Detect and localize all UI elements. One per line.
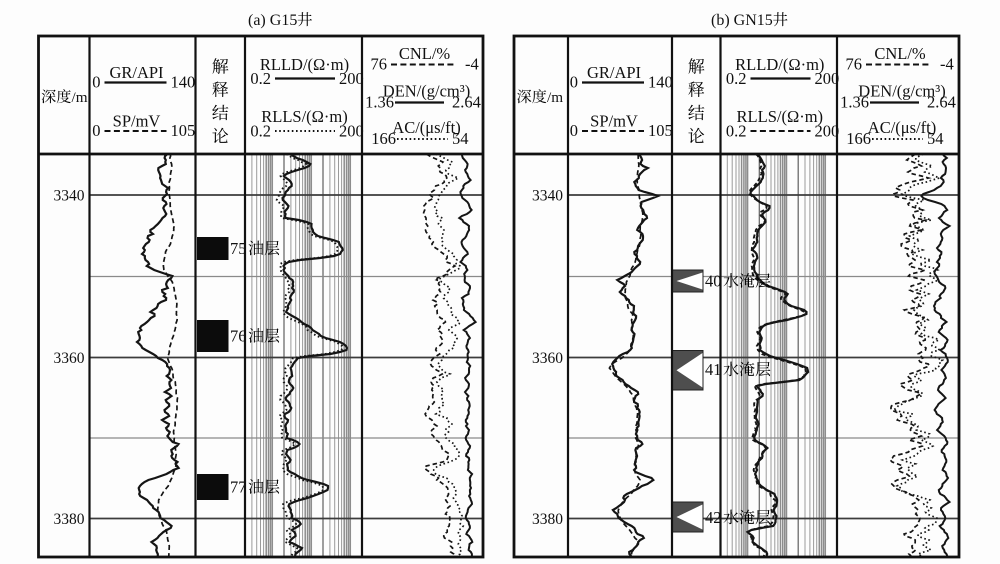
svg-text:(b) GN15: (b) GN15 <box>711 12 773 29</box>
svg-text:(a) G15: (a) G15 <box>248 12 297 29</box>
svg-text:140: 140 <box>648 73 673 92</box>
svg-text:40: 40 <box>705 272 722 291</box>
svg-text:0: 0 <box>92 73 100 92</box>
svg-text:RLLD/(Ω·m): RLLD/(Ω·m) <box>260 55 349 74</box>
svg-text:0: 0 <box>92 121 100 140</box>
svg-text:2.64: 2.64 <box>452 93 481 112</box>
svg-text:/m: /m <box>72 89 88 106</box>
svg-text:77: 77 <box>230 478 247 497</box>
svg-text:0.2: 0.2 <box>250 122 271 141</box>
svg-text:54: 54 <box>452 129 469 148</box>
svg-text:0.2: 0.2 <box>726 69 747 88</box>
svg-text:105: 105 <box>648 121 673 140</box>
svg-text:-4: -4 <box>940 55 954 74</box>
svg-text:3360: 3360 <box>54 350 85 367</box>
svg-text:3340: 3340 <box>532 188 563 205</box>
svg-text:0: 0 <box>570 73 578 92</box>
svg-text:76: 76 <box>230 327 247 346</box>
svg-text:DEN/(g/cm³): DEN/(g/cm³) <box>383 82 470 101</box>
svg-text:CNL/%: CNL/% <box>874 44 926 63</box>
svg-text:3340: 3340 <box>54 188 85 205</box>
svg-text:76: 76 <box>371 55 388 74</box>
svg-text:0: 0 <box>570 121 578 140</box>
svg-text:DEN/(g/cm³): DEN/(g/cm³) <box>858 82 945 101</box>
svg-text:SP/mV: SP/mV <box>113 112 161 131</box>
svg-text:/m: /m <box>547 89 563 106</box>
svg-text:0.2: 0.2 <box>250 69 271 88</box>
svg-text:GR/API: GR/API <box>587 63 641 82</box>
svg-text:CNL/%: CNL/% <box>399 44 451 63</box>
svg-text:-4: -4 <box>465 55 479 74</box>
svg-text:RLLS/(Ω·m): RLLS/(Ω·m) <box>737 107 824 126</box>
svg-text:200: 200 <box>339 122 364 141</box>
svg-text:200: 200 <box>339 69 364 88</box>
svg-text:3380: 3380 <box>532 511 563 528</box>
svg-text:41: 41 <box>705 360 722 379</box>
svg-text:SP/mV: SP/mV <box>590 112 638 131</box>
svg-text:1.36: 1.36 <box>840 93 869 112</box>
svg-text:166: 166 <box>846 129 871 148</box>
svg-text:2.64: 2.64 <box>927 93 956 112</box>
svg-text:3380: 3380 <box>54 511 85 528</box>
svg-text:105: 105 <box>171 121 196 140</box>
svg-text:54: 54 <box>927 129 944 148</box>
svg-text:GR/API: GR/API <box>109 63 163 82</box>
svg-text:RLLS/(Ω·m): RLLS/(Ω·m) <box>261 107 348 126</box>
svg-text:200: 200 <box>815 69 840 88</box>
svg-text:200: 200 <box>815 122 840 141</box>
svg-text:AC/(μs/ft): AC/(μs/ft) <box>868 118 936 137</box>
svg-text:166: 166 <box>371 129 396 148</box>
svg-text:3360: 3360 <box>532 350 563 367</box>
svg-text:0.2: 0.2 <box>726 122 747 141</box>
svg-text:42: 42 <box>705 508 722 527</box>
svg-text:AC/(μs/ft): AC/(μs/ft) <box>392 118 460 137</box>
svg-text:1.36: 1.36 <box>365 93 394 112</box>
svg-text:75: 75 <box>230 239 247 258</box>
svg-text:140: 140 <box>171 73 196 92</box>
svg-text:76: 76 <box>846 55 863 74</box>
svg-text:RLLD/(Ω·m): RLLD/(Ω·m) <box>735 55 824 74</box>
